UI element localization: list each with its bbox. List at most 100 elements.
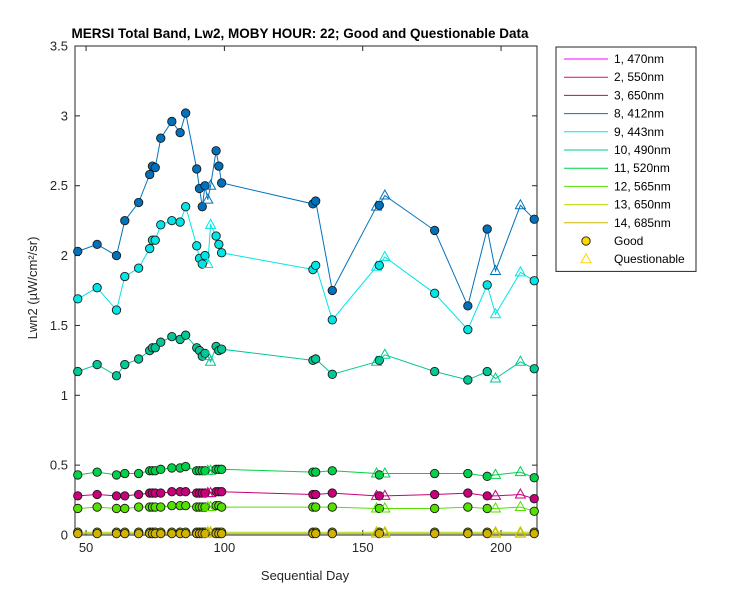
- x-axis-label: Sequential Day: [261, 568, 350, 583]
- data-point-good: [197, 259, 207, 269]
- data-point-good: [181, 528, 191, 539]
- data-point-good: [181, 202, 191, 212]
- axes-box: [74, 45, 538, 536]
- plot-area: 50 100 150 200 0 0.5 1 1.5 2 2.5 3 3.5: [50, 39, 539, 555]
- data-point-good: [482, 280, 492, 290]
- data-point-good: [111, 305, 122, 315]
- data-point-good: [374, 528, 384, 539]
- data-point-good: [374, 200, 384, 210]
- data-point-good: [374, 491, 384, 501]
- data-point-good: [211, 231, 221, 241]
- data-point-good: [214, 161, 224, 171]
- y-tick-label: 1.5: [50, 318, 68, 333]
- data-point-good: [529, 506, 539, 516]
- data-point-good: [73, 470, 83, 480]
- data-point-questionable: [514, 487, 527, 499]
- data-point-good: [156, 133, 166, 143]
- data-point-questionable: [514, 355, 527, 366]
- data-point-good: [374, 260, 384, 271]
- legend-box: [555, 46, 697, 272]
- data-point-good: [311, 467, 321, 477]
- legend-entry: 14, 685nm: [614, 216, 671, 230]
- data-point-good: [145, 243, 155, 254]
- data-point-good: [311, 489, 321, 500]
- x-tick-label: 200: [490, 540, 512, 555]
- data-point-good: [327, 285, 337, 296]
- data-point-good: [216, 502, 227, 512]
- data-point-good: [482, 528, 492, 539]
- data-point-good: [145, 169, 155, 180]
- y-tick-label: 3: [61, 108, 68, 123]
- data-point-good: [156, 337, 166, 347]
- y-tick-label: 2: [61, 248, 68, 263]
- data-point-good: [311, 196, 321, 206]
- data-point-good: [73, 491, 83, 501]
- legend-entry: 2, 550nm: [614, 70, 664, 84]
- y-tick-label: 0.5: [50, 458, 68, 473]
- data-point-good: [216, 487, 227, 497]
- data-point-good: [429, 503, 440, 514]
- data-point-good: [120, 491, 130, 501]
- legend-entry: Good: [614, 234, 643, 248]
- data-point-questionable: [514, 500, 527, 512]
- data-point-good: [120, 215, 130, 226]
- data-point-questionable: [489, 489, 502, 500]
- data-point-good: [111, 491, 122, 501]
- data-point-good: [311, 260, 321, 271]
- legend-entry: 13, 650nm: [614, 198, 671, 212]
- data-point-questionable: [378, 250, 391, 261]
- data-point-good: [216, 344, 227, 354]
- data-point-good: [529, 528, 539, 539]
- data-point-good: [181, 108, 191, 118]
- legend-entry: 12, 565nm: [614, 179, 671, 193]
- data-point-good: [463, 488, 473, 498]
- y-tick-label: 3.5: [50, 39, 68, 54]
- data-point-good: [111, 371, 122, 381]
- x-tick-label: 100: [214, 540, 236, 555]
- data-point-good: [463, 301, 473, 311]
- data-point-good: [167, 331, 177, 342]
- data-point-good: [73, 528, 83, 539]
- data-point-good: [482, 224, 492, 234]
- data-point-good: [111, 528, 122, 539]
- data-point-questionable: [489, 527, 502, 538]
- data-point-good: [529, 214, 539, 224]
- data-point-questionable: [489, 264, 502, 275]
- legend-entry: 11, 520nm: [614, 161, 670, 175]
- data-point-good: [73, 503, 83, 514]
- data-point-good: [311, 528, 321, 539]
- data-point-questionable: [201, 257, 214, 268]
- data-point-good: [429, 489, 440, 500]
- data-point-good: [374, 503, 384, 514]
- data-point-good: [120, 359, 130, 370]
- data-point-questionable: [204, 355, 217, 366]
- data-point-questionable: [201, 349, 214, 361]
- data-point-questionable: [489, 468, 502, 479]
- data-point-good: [92, 359, 102, 370]
- data-point-good: [482, 471, 492, 481]
- data-point-good: [429, 225, 440, 236]
- data-point-good: [133, 468, 144, 479]
- data-point-good: [463, 324, 473, 335]
- data-point-good: [120, 468, 130, 479]
- data-point-good: [156, 464, 166, 474]
- data-point-questionable: [514, 198, 527, 210]
- data-point-good: [133, 528, 144, 539]
- data-point-good: [181, 330, 191, 340]
- data-point-good: [92, 528, 102, 539]
- data-point-good: [167, 215, 177, 226]
- data-point-good: [73, 294, 83, 304]
- data-point-questionable: [378, 188, 391, 200]
- data-point-good: [133, 263, 144, 273]
- y-tick-label: 2.5: [50, 178, 68, 193]
- data-point-questionable: [514, 265, 527, 277]
- data-point-good: [133, 489, 144, 500]
- data-point-good: [327, 488, 337, 498]
- data-point-good: [529, 276, 539, 286]
- data-point-good: [463, 468, 473, 479]
- data-point-good: [150, 162, 160, 173]
- y-axis-label: Lwn2 (µW/cm²/sr): [25, 237, 40, 340]
- data-point-questionable: [204, 218, 217, 229]
- data-point-questionable: [378, 527, 391, 538]
